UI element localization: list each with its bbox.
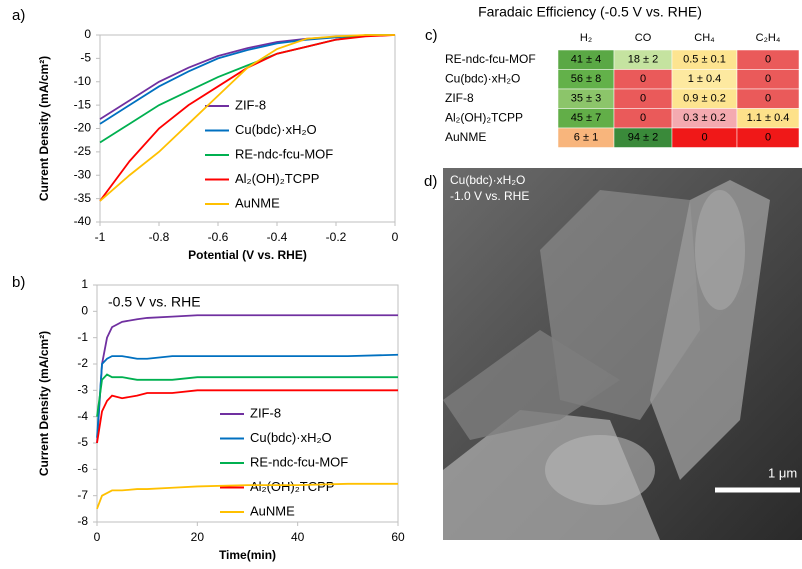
- y-tick-label: 1: [81, 277, 88, 291]
- legend-label: Cu(bdc)·xH₂O: [250, 430, 332, 445]
- panel-label: b): [12, 274, 25, 291]
- y-tick-label: -4: [77, 409, 88, 423]
- row-label: Al₂(OH)₂TCPP: [445, 110, 523, 124]
- image-caption: -1.0 V vs. RHE: [450, 189, 529, 203]
- y-tick-label: -25: [74, 144, 92, 158]
- image-caption: Cu(bdc)·xH₂O: [450, 173, 525, 187]
- row-label: RE-ndc-fcu-MOF: [445, 52, 536, 66]
- column-header: CO: [635, 32, 652, 44]
- row-label: ZIF-8: [445, 91, 474, 105]
- row-label: AuNME: [445, 130, 486, 144]
- cell-value: 0.9 ± 0.2: [683, 93, 726, 105]
- y-tick-label: -6: [77, 462, 88, 476]
- data-line: [97, 484, 398, 509]
- cell-value: 41 ± 4: [571, 54, 602, 66]
- legend-label: RE-ndc-fcu-MOF: [235, 146, 333, 161]
- y-tick-label: -3: [77, 383, 88, 397]
- y-tick-label: 0: [84, 27, 91, 41]
- data-line: [97, 390, 398, 443]
- cell-value: 0: [640, 93, 646, 105]
- cell-value: 0: [640, 112, 646, 124]
- legend-label: Al₂(OH)₂TCPP: [235, 171, 319, 186]
- x-axis-title: Potential (V vs. RHE): [188, 248, 307, 262]
- y-tick-label: -30: [74, 167, 92, 181]
- x-tick-label: 0: [392, 230, 399, 244]
- data-line: [97, 375, 398, 417]
- x-tick-label: 40: [291, 530, 305, 544]
- cell-value: 18 ± 2: [628, 54, 659, 66]
- cell-value: 0: [765, 54, 771, 66]
- cell-value: 0: [765, 93, 771, 105]
- column-header: C₂H₄: [756, 32, 781, 44]
- cell-value: 0: [765, 132, 771, 144]
- cell-value: 6 ± 1: [574, 132, 598, 144]
- data-line: [97, 355, 398, 438]
- sem-image: [443, 168, 802, 540]
- cell-value: 45 ± 7: [571, 112, 602, 124]
- cell-value: 94 ± 2: [628, 132, 659, 144]
- legend-label: ZIF-8: [235, 97, 266, 112]
- x-axis-title: Time(min): [219, 548, 276, 562]
- scale-bar-label: 1 μm: [768, 465, 797, 480]
- x-tick-label: -0.4: [267, 230, 288, 244]
- panel-label: c): [425, 27, 438, 44]
- plot-frame: [97, 285, 398, 522]
- column-header: H₂: [580, 32, 592, 44]
- y-tick-label: -2: [77, 356, 88, 370]
- y-tick-label: 0: [81, 304, 88, 318]
- legend-label: Al₂(OH)₂TCPP: [250, 479, 334, 494]
- cell-value: 1.1 ± 0.4: [747, 112, 790, 124]
- y-axis-title: Current Density (mA/cm²): [37, 56, 51, 201]
- panel-label: d): [424, 173, 437, 190]
- x-tick-label: -0.2: [326, 230, 347, 244]
- y-tick-label: -20: [74, 121, 92, 135]
- x-tick-label: 20: [191, 530, 205, 544]
- y-tick-label: -5: [77, 435, 88, 449]
- cell-value: 0: [640, 73, 646, 85]
- legend-label: ZIF-8: [250, 405, 281, 420]
- table-title: Faradaic Efficiency (-0.5 V vs. RHE): [478, 4, 702, 20]
- cell-value: 0: [701, 132, 707, 144]
- cell-value: 1 ± 0.4: [688, 73, 722, 85]
- legend-label: AuNME: [235, 195, 280, 210]
- x-tick-label: 60: [391, 530, 405, 544]
- row-label: Cu(bdc)·xH₂O: [445, 71, 520, 85]
- y-tick-label: -35: [74, 191, 92, 205]
- y-tick-label: -15: [74, 97, 92, 111]
- legend-label: AuNME: [250, 503, 295, 518]
- fe-table: c) Faradaic Efficiency (-0.5 V vs. RHE) H₂…: [425, 4, 799, 148]
- y-tick-label: -7: [77, 488, 88, 502]
- cell-value: 0.5 ± 0.1: [683, 54, 726, 66]
- x-tick-label: -0.8: [149, 230, 170, 244]
- legend-label: Cu(bdc)·xH₂O: [235, 122, 317, 137]
- annotation: -0.5 V vs. RHE: [108, 294, 201, 310]
- x-tick-label: 0: [94, 530, 101, 544]
- y-axis-title: Current Density (mA/cm²): [37, 331, 51, 476]
- panel-label: a): [12, 7, 25, 24]
- y-tick-label: -10: [74, 74, 92, 88]
- cell-value: 35 ± 3: [571, 93, 602, 105]
- y-tick-label: -1: [77, 330, 88, 344]
- column-header: CH₄: [694, 32, 715, 44]
- x-tick-label: -0.6: [208, 230, 229, 244]
- cell-value: 0: [765, 73, 771, 85]
- figure: -40-35-30-25-20-15-10-50-1-0.8-0.6-0.4-0…: [0, 0, 802, 569]
- y-tick-label: -5: [80, 51, 91, 65]
- cell-value: 56 ± 8: [571, 73, 602, 85]
- legend-label: RE-ndc-fcu-MOF: [250, 454, 348, 469]
- x-tick-label: -1: [95, 230, 106, 244]
- y-tick-label: -40: [74, 214, 92, 228]
- y-tick-label: -8: [77, 514, 88, 528]
- cell-value: 0.3 ± 0.2: [683, 112, 726, 124]
